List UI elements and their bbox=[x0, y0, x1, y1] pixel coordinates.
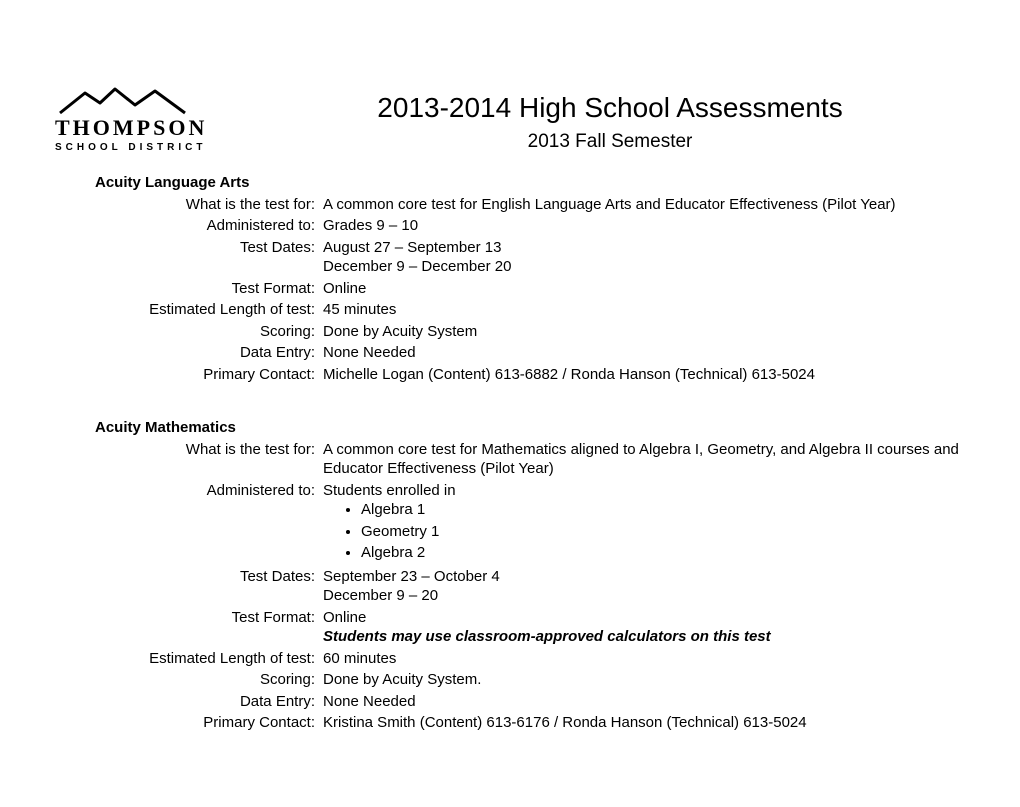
field-value: None Needed bbox=[323, 692, 965, 712]
field-row: Data Entry: None Needed bbox=[55, 343, 965, 363]
field-row: Test Format: Online bbox=[55, 279, 965, 299]
document-header: THOMPSON SCHOOL DISTRICT 2013-2014 High … bbox=[55, 85, 965, 155]
field-label: Estimated Length of test: bbox=[55, 300, 323, 320]
format-value: Online bbox=[323, 608, 965, 628]
field-value: 45 minutes bbox=[323, 300, 965, 320]
field-label: Administered to: bbox=[55, 216, 323, 236]
field-value: None Needed bbox=[323, 343, 965, 363]
district-name: THOMPSON bbox=[55, 117, 235, 139]
section-heading: Acuity Language Arts bbox=[95, 173, 965, 193]
field-value: A common core test for Mathematics align… bbox=[323, 440, 965, 479]
field-label: Test Dates: bbox=[55, 238, 323, 258]
district-logo: THOMPSON SCHOOL DISTRICT bbox=[55, 85, 235, 154]
field-row: Test Format: Online Students may use cla… bbox=[55, 608, 965, 647]
date-line: August 27 – September 13 bbox=[323, 238, 965, 258]
field-value: Kristina Smith (Content) 613-6176 / Rond… bbox=[323, 713, 965, 733]
field-label: Primary Contact: bbox=[55, 365, 323, 385]
field-row: Primary Contact: Kristina Smith (Content… bbox=[55, 713, 965, 733]
assessment-section-language-arts: Acuity Language Arts What is the test fo… bbox=[55, 173, 965, 384]
field-value: A common core test for English Language … bbox=[323, 195, 965, 215]
field-row: Scoring: Done by Acuity System bbox=[55, 322, 965, 342]
title-block: 2013-2014 High School Assessments 2013 F… bbox=[255, 85, 965, 155]
list-item: Geometry 1 bbox=[361, 522, 965, 542]
field-label: What is the test for: bbox=[55, 195, 323, 215]
page-title: 2013-2014 High School Assessments bbox=[255, 90, 965, 126]
mountain-icon bbox=[55, 85, 215, 115]
field-value: September 23 – October 4 December 9 – 20 bbox=[323, 567, 965, 606]
field-row: Estimated Length of test: 45 minutes bbox=[55, 300, 965, 320]
section-heading: Acuity Mathematics bbox=[95, 418, 965, 438]
field-value: August 27 – September 13 December 9 – De… bbox=[323, 238, 965, 277]
field-row: Estimated Length of test: 60 minutes bbox=[55, 649, 965, 669]
page-subtitle: 2013 Fall Semester bbox=[255, 130, 965, 155]
field-value: Students enrolled in Algebra 1 Geometry … bbox=[323, 481, 965, 565]
list-item: Algebra 1 bbox=[361, 500, 965, 520]
field-value: Online bbox=[323, 279, 965, 299]
calculator-note: Students may use classroom-approved calc… bbox=[323, 627, 965, 647]
field-row: Data Entry: None Needed bbox=[55, 692, 965, 712]
date-line: December 9 – December 20 bbox=[323, 257, 965, 277]
field-value: Done by Acuity System bbox=[323, 322, 965, 342]
assessment-section-mathematics: Acuity Mathematics What is the test for:… bbox=[55, 418, 965, 733]
field-value: Done by Acuity System. bbox=[323, 670, 965, 690]
field-row: Scoring: Done by Acuity System. bbox=[55, 670, 965, 690]
field-row: What is the test for: A common core test… bbox=[55, 440, 965, 479]
field-label: Test Format: bbox=[55, 608, 323, 628]
field-label: Primary Contact: bbox=[55, 713, 323, 733]
district-subname: SCHOOL DISTRICT bbox=[55, 141, 235, 154]
field-row: Test Dates: August 27 – September 13 Dec… bbox=[55, 238, 965, 277]
course-list: Algebra 1 Geometry 1 Algebra 2 bbox=[361, 500, 965, 563]
field-row: Primary Contact: Michelle Logan (Content… bbox=[55, 365, 965, 385]
field-label: Test Dates: bbox=[55, 567, 323, 587]
list-item: Algebra 2 bbox=[361, 543, 965, 563]
field-label: Administered to: bbox=[55, 481, 323, 501]
field-label: Test Format: bbox=[55, 279, 323, 299]
field-value: 60 minutes bbox=[323, 649, 965, 669]
date-line: September 23 – October 4 bbox=[323, 567, 965, 587]
field-label: Estimated Length of test: bbox=[55, 649, 323, 669]
field-label: Data Entry: bbox=[55, 343, 323, 363]
field-row: Administered to: Grades 9 – 10 bbox=[55, 216, 965, 236]
field-row: What is the test for: A common core test… bbox=[55, 195, 965, 215]
field-label: Scoring: bbox=[55, 670, 323, 690]
field-value: Grades 9 – 10 bbox=[323, 216, 965, 236]
field-value: Online Students may use classroom-approv… bbox=[323, 608, 965, 647]
field-value: Michelle Logan (Content) 613-6882 / Rond… bbox=[323, 365, 965, 385]
date-line: December 9 – 20 bbox=[323, 586, 965, 606]
admin-intro: Students enrolled in bbox=[323, 481, 965, 501]
field-row: Test Dates: September 23 – October 4 Dec… bbox=[55, 567, 965, 606]
field-label: Data Entry: bbox=[55, 692, 323, 712]
field-row: Administered to: Students enrolled in Al… bbox=[55, 481, 965, 565]
field-label: What is the test for: bbox=[55, 440, 323, 460]
field-label: Scoring: bbox=[55, 322, 323, 342]
